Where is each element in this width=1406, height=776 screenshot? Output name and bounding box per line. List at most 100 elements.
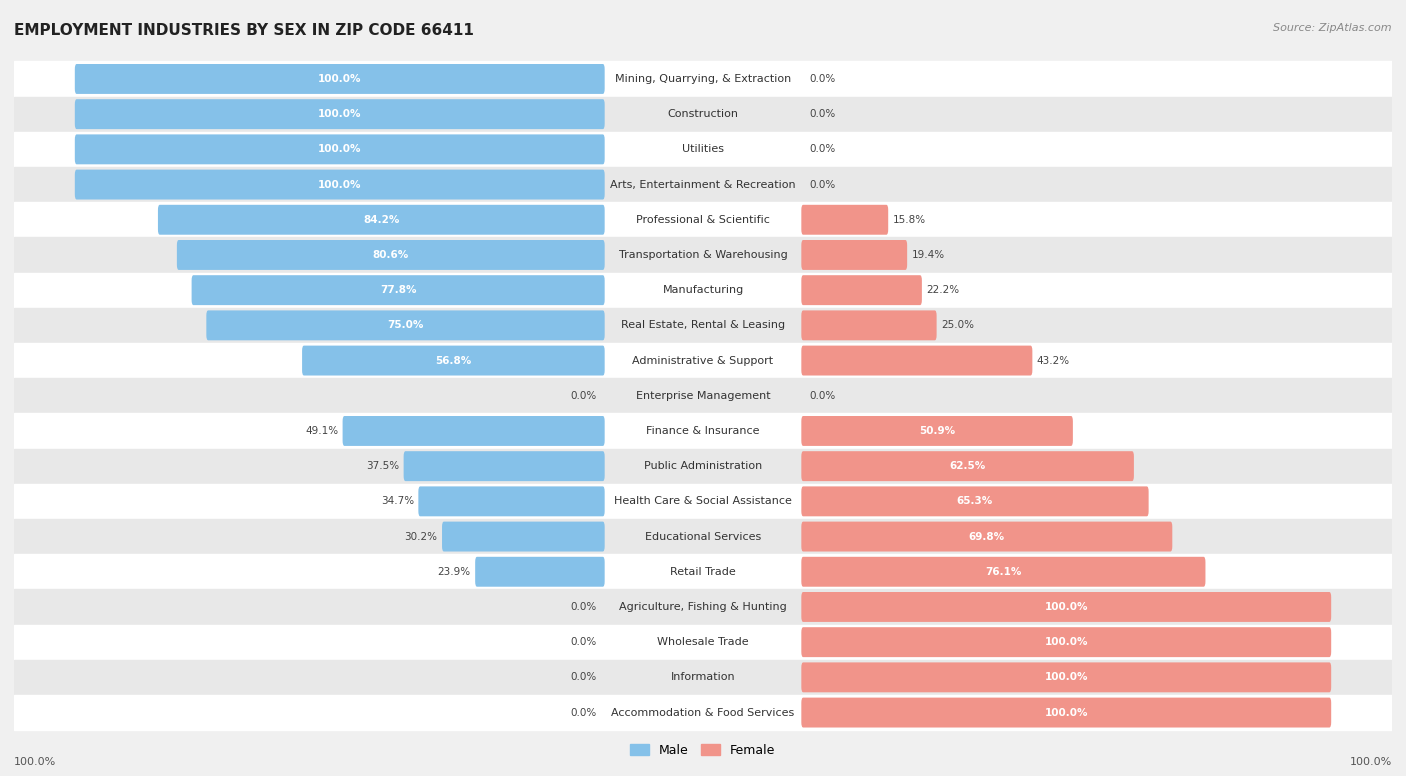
Text: 100.0%: 100.0% — [1045, 672, 1088, 682]
FancyBboxPatch shape — [75, 134, 605, 165]
FancyBboxPatch shape — [343, 416, 605, 446]
Text: 100.0%: 100.0% — [318, 109, 361, 120]
Text: 0.0%: 0.0% — [810, 391, 835, 400]
Text: 80.6%: 80.6% — [373, 250, 409, 260]
Text: Source: ZipAtlas.com: Source: ZipAtlas.com — [1274, 23, 1392, 33]
Bar — [14, 519, 1392, 554]
Text: 75.0%: 75.0% — [387, 320, 423, 331]
Text: Administrative & Support: Administrative & Support — [633, 355, 773, 365]
FancyBboxPatch shape — [75, 170, 605, 199]
Bar — [14, 695, 1392, 730]
Bar — [14, 272, 1392, 308]
Bar — [14, 449, 1392, 483]
Bar — [14, 308, 1392, 343]
Text: 100.0%: 100.0% — [1045, 602, 1088, 612]
Text: 0.0%: 0.0% — [810, 179, 835, 189]
FancyBboxPatch shape — [75, 99, 605, 129]
Bar — [14, 61, 1392, 96]
Text: 0.0%: 0.0% — [810, 144, 835, 154]
Text: 100.0%: 100.0% — [1045, 637, 1088, 647]
Text: 100.0%: 100.0% — [1045, 708, 1088, 718]
Bar — [14, 203, 1392, 237]
FancyBboxPatch shape — [75, 64, 605, 94]
FancyBboxPatch shape — [801, 557, 1205, 587]
Text: Accommodation & Food Services: Accommodation & Food Services — [612, 708, 794, 718]
Text: Finance & Insurance: Finance & Insurance — [647, 426, 759, 436]
Text: 49.1%: 49.1% — [305, 426, 339, 436]
Text: Arts, Entertainment & Recreation: Arts, Entertainment & Recreation — [610, 179, 796, 189]
FancyBboxPatch shape — [207, 310, 605, 341]
FancyBboxPatch shape — [801, 627, 1331, 657]
FancyBboxPatch shape — [302, 345, 605, 376]
Text: 0.0%: 0.0% — [810, 109, 835, 120]
FancyBboxPatch shape — [157, 205, 605, 234]
FancyBboxPatch shape — [801, 592, 1331, 622]
Bar — [14, 660, 1392, 695]
Text: Educational Services: Educational Services — [645, 532, 761, 542]
FancyBboxPatch shape — [191, 275, 605, 305]
Text: Health Care & Social Assistance: Health Care & Social Assistance — [614, 497, 792, 507]
Text: Public Administration: Public Administration — [644, 461, 762, 471]
Text: 0.0%: 0.0% — [571, 672, 596, 682]
Bar — [14, 343, 1392, 378]
Text: Construction: Construction — [668, 109, 738, 120]
Text: Transportation & Warehousing: Transportation & Warehousing — [619, 250, 787, 260]
FancyBboxPatch shape — [801, 698, 1331, 728]
Bar — [14, 378, 1392, 414]
Text: 100.0%: 100.0% — [14, 757, 56, 767]
Bar — [14, 483, 1392, 519]
Bar — [14, 554, 1392, 589]
Text: Wholesale Trade: Wholesale Trade — [657, 637, 749, 647]
Text: EMPLOYMENT INDUSTRIES BY SEX IN ZIP CODE 66411: EMPLOYMENT INDUSTRIES BY SEX IN ZIP CODE… — [14, 23, 474, 38]
FancyBboxPatch shape — [801, 275, 922, 305]
Text: Enterprise Management: Enterprise Management — [636, 391, 770, 400]
Text: Manufacturing: Manufacturing — [662, 285, 744, 295]
Text: 0.0%: 0.0% — [571, 391, 596, 400]
Text: Information: Information — [671, 672, 735, 682]
Text: 65.3%: 65.3% — [957, 497, 993, 507]
Text: 43.2%: 43.2% — [1036, 355, 1070, 365]
Text: 50.9%: 50.9% — [920, 426, 955, 436]
Bar — [14, 237, 1392, 272]
Text: 100.0%: 100.0% — [318, 179, 361, 189]
Text: Mining, Quarrying, & Extraction: Mining, Quarrying, & Extraction — [614, 74, 792, 84]
FancyBboxPatch shape — [801, 416, 1073, 446]
Text: 0.0%: 0.0% — [571, 708, 596, 718]
Text: 0.0%: 0.0% — [571, 602, 596, 612]
Text: 37.5%: 37.5% — [366, 461, 399, 471]
FancyBboxPatch shape — [419, 487, 605, 516]
FancyBboxPatch shape — [801, 663, 1331, 692]
FancyBboxPatch shape — [475, 557, 605, 587]
Text: 69.8%: 69.8% — [969, 532, 1005, 542]
Bar — [14, 589, 1392, 625]
Text: Utilities: Utilities — [682, 144, 724, 154]
Text: Professional & Scientific: Professional & Scientific — [636, 215, 770, 225]
FancyBboxPatch shape — [441, 521, 605, 552]
Text: 0.0%: 0.0% — [571, 637, 596, 647]
Legend: Male, Female: Male, Female — [626, 739, 780, 762]
Text: 84.2%: 84.2% — [363, 215, 399, 225]
Text: Retail Trade: Retail Trade — [671, 566, 735, 577]
FancyBboxPatch shape — [177, 240, 605, 270]
Text: Real Estate, Rental & Leasing: Real Estate, Rental & Leasing — [621, 320, 785, 331]
Text: 77.8%: 77.8% — [380, 285, 416, 295]
FancyBboxPatch shape — [801, 451, 1133, 481]
Text: 100.0%: 100.0% — [318, 74, 361, 84]
Text: 25.0%: 25.0% — [941, 320, 974, 331]
FancyBboxPatch shape — [404, 451, 605, 481]
Text: 76.1%: 76.1% — [986, 566, 1022, 577]
Bar — [14, 96, 1392, 132]
Text: 100.0%: 100.0% — [318, 144, 361, 154]
FancyBboxPatch shape — [801, 310, 936, 341]
FancyBboxPatch shape — [801, 240, 907, 270]
Text: 62.5%: 62.5% — [949, 461, 986, 471]
Text: 0.0%: 0.0% — [810, 74, 835, 84]
Bar — [14, 625, 1392, 660]
FancyBboxPatch shape — [801, 487, 1149, 516]
Text: 100.0%: 100.0% — [1350, 757, 1392, 767]
Text: 19.4%: 19.4% — [911, 250, 945, 260]
Text: 56.8%: 56.8% — [436, 355, 471, 365]
Text: 34.7%: 34.7% — [381, 497, 413, 507]
Text: 22.2%: 22.2% — [927, 285, 959, 295]
Text: Agriculture, Fishing & Hunting: Agriculture, Fishing & Hunting — [619, 602, 787, 612]
